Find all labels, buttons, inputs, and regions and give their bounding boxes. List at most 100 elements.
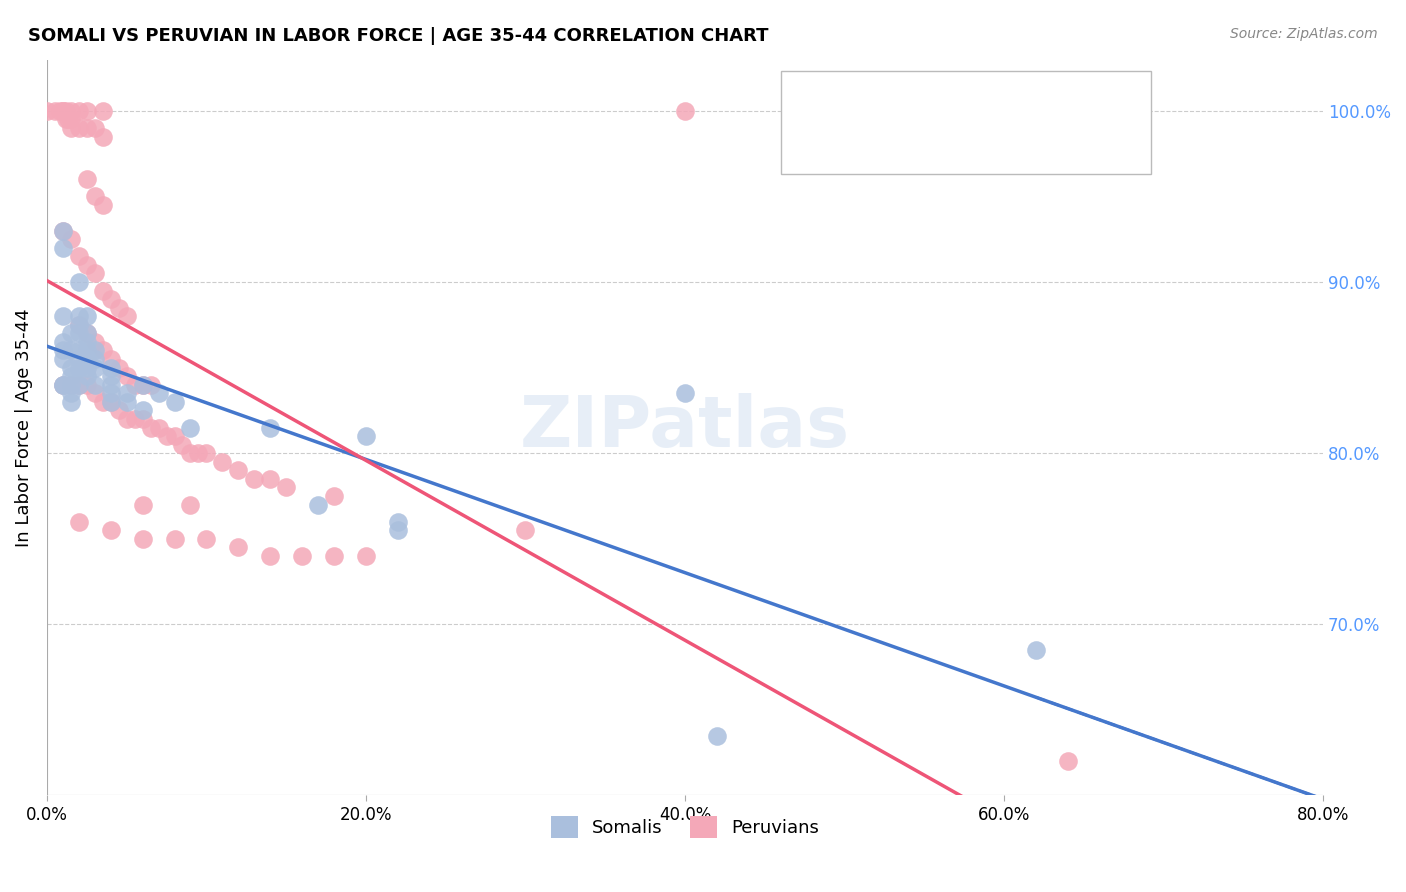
Somalis: [67, 326, 90, 341]
Peruvians: [228, 541, 250, 555]
Peruvians: [76, 121, 98, 136]
Peruvians: [76, 172, 98, 186]
Peruvians: [59, 112, 82, 127]
Somalis: [148, 386, 170, 401]
Peruvians: [59, 103, 82, 118]
Peruvians: [52, 377, 75, 392]
FancyBboxPatch shape: [780, 70, 1152, 174]
Somalis: [179, 420, 201, 434]
Somalis: [387, 515, 409, 529]
Somalis: [76, 369, 98, 384]
Peruvians: [131, 498, 153, 512]
Peruvians: [83, 334, 105, 349]
Text: SOMALI VS PERUVIAN IN LABOR FORCE | AGE 35-44 CORRELATION CHART: SOMALI VS PERUVIAN IN LABOR FORCE | AGE …: [28, 27, 769, 45]
Text: Source: ZipAtlas.com: Source: ZipAtlas.com: [1230, 27, 1378, 41]
Peruvians: [52, 103, 75, 118]
Peruvians: [131, 377, 153, 392]
Somalis: [163, 394, 186, 409]
Peruvians: [243, 472, 266, 486]
Peruvians: [172, 437, 194, 451]
Peruvians: [67, 515, 90, 529]
Peruvians: [91, 103, 114, 118]
Peruvians: [83, 386, 105, 401]
Peruvians: [35, 103, 58, 118]
Peruvians: [228, 463, 250, 477]
Peruvians: [673, 103, 696, 118]
Peruvians: [195, 446, 218, 460]
Peruvians: [55, 112, 77, 127]
Somalis: [76, 360, 98, 375]
Somalis: [67, 360, 90, 375]
Peruvians: [259, 549, 281, 563]
Peruvians: [91, 129, 114, 144]
Somalis: [706, 729, 728, 743]
Peruvians: [59, 377, 82, 392]
Somalis: [83, 377, 105, 392]
Peruvians: [124, 377, 146, 392]
Peruvians: [124, 412, 146, 426]
Peruvians: [100, 292, 122, 306]
Peruvians: [211, 455, 233, 469]
Peruvians: [179, 498, 201, 512]
Peruvians: [107, 301, 129, 315]
Peruvians: [139, 420, 162, 434]
Peruvians: [259, 472, 281, 486]
Somalis: [100, 386, 122, 401]
Somalis: [83, 352, 105, 367]
Somalis: [100, 377, 122, 392]
Peruvians: [55, 103, 77, 118]
Somalis: [131, 377, 153, 392]
Somalis: [52, 241, 75, 255]
Y-axis label: In Labor Force | Age 35-44: In Labor Force | Age 35-44: [15, 309, 32, 547]
Somalis: [76, 352, 98, 367]
Somalis: [387, 523, 409, 537]
Peruvians: [163, 429, 186, 443]
Peruvians: [44, 103, 66, 118]
Peruvians: [291, 549, 314, 563]
Somalis: [59, 343, 82, 358]
Peruvians: [187, 446, 209, 460]
Peruvians: [155, 429, 177, 443]
Somalis: [59, 326, 82, 341]
Somalis: [83, 360, 105, 375]
Peruvians: [56, 112, 79, 127]
Somalis: [52, 224, 75, 238]
Somalis: [67, 310, 90, 324]
Peruvians: [67, 103, 90, 118]
Somalis: [52, 343, 75, 358]
Peruvians: [107, 403, 129, 417]
Peruvians: [1057, 754, 1080, 768]
Somalis: [52, 310, 75, 324]
Somalis: [1025, 643, 1047, 657]
Peruvians: [131, 412, 153, 426]
Somalis: [76, 326, 98, 341]
Somalis: [83, 343, 105, 358]
Peruvians: [59, 121, 82, 136]
Somalis: [76, 310, 98, 324]
Somalis: [59, 377, 82, 392]
Somalis: [76, 334, 98, 349]
Peruvians: [52, 224, 75, 238]
Peruvians: [276, 480, 298, 494]
Somalis: [52, 377, 75, 392]
Peruvians: [179, 446, 201, 460]
Somalis: [307, 498, 329, 512]
Peruvians: [83, 189, 105, 203]
Somalis: [76, 343, 98, 358]
Peruvians: [107, 360, 129, 375]
Peruvians: [131, 532, 153, 546]
Peruvians: [100, 352, 122, 367]
Peruvians: [76, 103, 98, 118]
Peruvians: [115, 369, 138, 384]
Somalis: [52, 334, 75, 349]
Peruvians: [100, 394, 122, 409]
Somalis: [115, 386, 138, 401]
Somalis: [59, 360, 82, 375]
Somalis: [259, 420, 281, 434]
Peruvians: [91, 394, 114, 409]
Text: ZIPatlas: ZIPatlas: [520, 393, 851, 462]
Somalis: [115, 394, 138, 409]
Peruvians: [83, 121, 105, 136]
Peruvians: [76, 326, 98, 341]
Peruvians: [67, 249, 90, 263]
